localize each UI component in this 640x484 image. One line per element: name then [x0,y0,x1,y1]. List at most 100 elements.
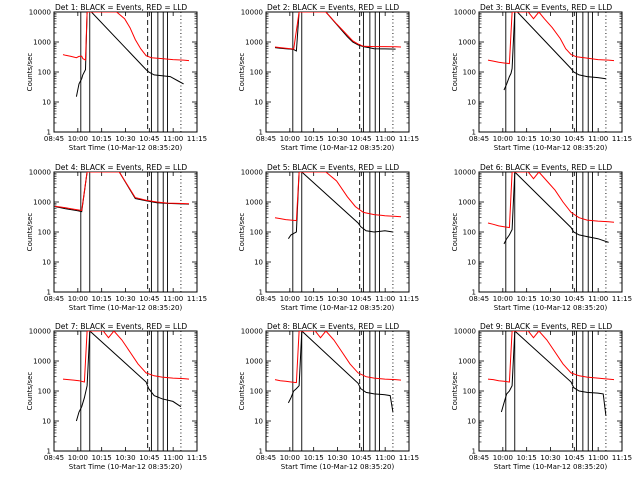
y-tick-label: 100 [38,229,51,237]
x-axis-label: Start Time (10-Mar-12 08:35:20) [69,463,183,471]
y-axis-label: Counts/sec [451,213,459,252]
x-tick-label: 08:45 [256,454,276,462]
panel-title: Det 5: BLACK = Events, RED = LLD [267,163,399,172]
y-tick-label: 100 [463,69,476,77]
x-axis-label: Start Time (10-Mar-12 08:35:20) [494,304,608,312]
series-line-events [54,172,190,213]
y-tick-label: 1000 [458,358,476,366]
x-tick-label: 11:15 [187,295,207,303]
x-tick-label: 11:15 [187,135,207,143]
y-tick-label: 100 [463,388,476,396]
y-tick-label: 10 [254,259,263,267]
y-tick-label: 10000 [454,169,476,177]
series-line-lld [62,12,190,62]
series-line-lld [62,331,190,383]
series-line-events [75,12,184,97]
x-axis-label: Start Time (10-Mar-12 08:35:20) [494,144,608,152]
x-tick-label: 11:00 [588,295,608,303]
y-tick-label: 10 [42,259,51,267]
series-line-events [500,331,607,416]
y-tick-label: 10000 [29,9,51,17]
x-tick-label: 10:00 [280,135,300,143]
x-tick-label: 10:45 [139,135,159,143]
y-tick-label: 10 [467,259,476,267]
x-tick-label: 10:45 [351,295,371,303]
y-tick-label: 10000 [454,9,476,17]
y-tick-label: 10 [254,99,263,107]
x-tick-label: 08:45 [44,135,64,143]
panel-title: Det 4: BLACK = Events, RED = LLD [55,163,187,172]
series-line-lld [274,12,402,50]
x-tick-label: 10:30 [327,454,347,462]
x-tick-label: 11:00 [163,135,183,143]
x-axis-label: Start Time (10-Mar-12 08:35:20) [281,304,395,312]
y-tick-label: 10 [42,99,51,107]
series-line-events [503,12,606,91]
series-line-lld [274,331,402,384]
detector-panel-9: Det 9: BLACK = Events, RED = LLD 1 10 100 10… [451,322,632,471]
x-tick-label: 11:15 [399,295,419,303]
x-tick-label: 10:15 [304,295,324,303]
y-tick-label: 100 [250,69,263,77]
detector-panel-7: Det 7: BLACK = Events, RED = LLD 1 10 100 10… [26,322,207,471]
x-tick-label: 10:00 [493,135,513,143]
y-tick-label: 10 [254,418,263,426]
x-tick-label: 10:30 [540,135,560,143]
y-tick-label: 1000 [33,39,51,47]
y-tick-label: 10000 [241,9,263,17]
x-tick-label: 10:15 [517,454,537,462]
detector-panel-2: Det 2: BLACK = Events, RED = LLD 1 10 100 10… [238,3,419,152]
x-tick-label: 10:00 [68,454,88,462]
y-tick-label: 1 [259,289,263,297]
x-axis-label: Start Time (10-Mar-12 08:35:20) [69,144,183,152]
x-tick-label: 11:15 [399,135,419,143]
detector-panel-8: Det 8: BLACK = Events, RED = LLD 1 10 100 10… [238,322,419,471]
series-line-events [287,172,393,239]
y-tick-label: 1 [472,129,476,137]
x-tick-label: 10:45 [139,454,159,462]
y-tick-label: 10 [467,99,476,107]
y-tick-label: 10000 [29,328,51,336]
y-axis-label: Counts/sec [238,53,246,92]
x-tick-label: 10:30 [115,135,135,143]
panel-title: Det 9: BLACK = Events, RED = LLD [480,322,612,331]
x-tick-label: 10:30 [115,295,135,303]
series-line-lld [487,331,615,383]
x-tick-label: 10:00 [68,295,88,303]
y-tick-label: 1000 [245,358,263,366]
x-tick-label: 11:15 [612,135,632,143]
panel-title: Det 1: BLACK = Events, RED = LLD [55,3,187,12]
y-tick-label: 100 [250,229,263,237]
x-tick-label: 10:45 [564,135,584,143]
x-tick-label: 10:15 [517,135,537,143]
y-tick-label: 10000 [241,169,263,177]
x-tick-label: 11:15 [399,454,419,462]
x-axis-label: Start Time (10-Mar-12 08:35:20) [69,304,183,312]
y-axis-label: Counts/sec [238,372,246,411]
y-tick-label: 1 [47,129,51,137]
y-tick-label: 10000 [29,169,51,177]
panel-title: Det 7: BLACK = Events, RED = LLD [55,322,187,331]
x-tick-label: 11:00 [163,295,183,303]
x-tick-label: 10:30 [540,295,560,303]
x-tick-label: 08:45 [44,295,64,303]
panel-title: Det 2: BLACK = Events, RED = LLD [267,3,399,12]
detector-panel-6: Det 6: BLACK = Events, RED = LLD 1 10 100 10… [451,163,632,312]
x-tick-label: 10:30 [327,135,347,143]
series-line-events [503,172,609,245]
x-tick-label: 10:45 [351,135,371,143]
y-tick-label: 1 [472,448,476,456]
x-tick-label: 10:00 [280,454,300,462]
y-tick-label: 1000 [245,199,263,207]
x-tick-label: 11:00 [163,454,183,462]
x-tick-label: 10:15 [517,295,537,303]
detector-panel-5: Det 5: BLACK = Events, RED = LLD 1 10 100 10… [238,163,419,312]
x-tick-label: 10:15 [92,295,112,303]
y-axis-label: Counts/sec [451,372,459,411]
y-tick-label: 1000 [458,39,476,47]
x-tick-label: 08:45 [44,454,64,462]
y-tick-label: 1 [47,448,51,456]
x-tick-label: 08:45 [256,295,276,303]
x-tick-label: 10:00 [68,135,88,143]
x-tick-label: 10:45 [564,295,584,303]
